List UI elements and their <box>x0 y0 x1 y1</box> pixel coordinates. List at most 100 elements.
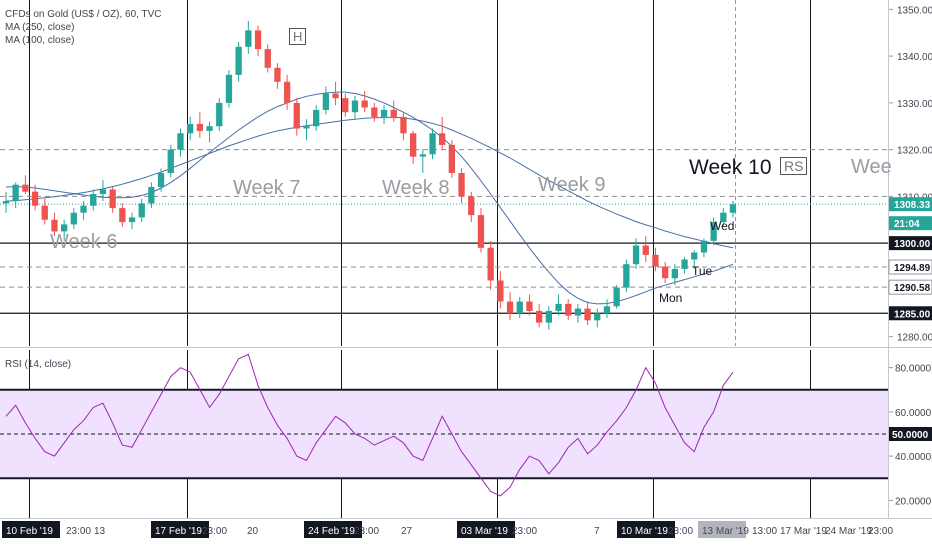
week8-label: Week 8 <box>382 177 450 199</box>
candle-body <box>506 301 514 314</box>
level-129058-tag-bg <box>888 279 932 295</box>
candle-body <box>80 205 87 213</box>
candle-body <box>410 133 417 157</box>
h-marker-box: H <box>289 28 307 45</box>
candle-body <box>536 310 543 323</box>
candle-body <box>313 109 320 127</box>
candle-body <box>303 126 310 129</box>
candle-body <box>468 196 475 216</box>
rsi-level-tag: 50.0000 <box>892 430 929 441</box>
candle-body <box>691 252 698 260</box>
candlesticks <box>2 21 737 330</box>
level-129489-tag: 1294.89 <box>894 263 931 274</box>
candle-body <box>109 189 116 209</box>
candle-body <box>138 203 145 218</box>
candle-body <box>216 102 223 127</box>
candle-body <box>284 81 291 103</box>
time-axis-date-tag-bg <box>617 521 675 538</box>
candle-body <box>2 201 10 204</box>
candle-body <box>31 191 39 206</box>
candle-body <box>700 240 708 253</box>
candle-body <box>119 208 126 223</box>
candle-body <box>419 154 426 157</box>
candle-body <box>662 266 669 279</box>
candle-body <box>613 287 620 307</box>
candle-body <box>128 217 136 223</box>
rsi-pane <box>0 353 888 497</box>
candle-body <box>555 303 562 311</box>
ma100-line <box>5 91 734 305</box>
countdown-tag: 21:04 <box>894 219 920 230</box>
candle-body <box>729 204 737 213</box>
level-1285-tag: 1285.00 <box>894 309 931 320</box>
time-axis-label: 13:00 <box>752 526 777 537</box>
candle-body <box>671 268 678 279</box>
symbol-legend[interactable]: CFDs on Gold (US$ / OZ), 60, TVC <box>5 9 162 20</box>
candle-body <box>458 173 465 197</box>
level-129489-tag-bg <box>888 259 932 275</box>
candle-body <box>584 308 591 321</box>
candle-body <box>148 187 155 204</box>
rsi-level-tag-bg <box>889 427 932 441</box>
candle-body <box>99 189 107 195</box>
week10-label: Week 10 <box>689 156 772 179</box>
rsi-legend[interactable]: RSI (14, close) <box>5 359 72 370</box>
candle-body <box>264 49 271 68</box>
candle-body <box>12 184 19 202</box>
time-axis-label: 13 <box>94 526 106 537</box>
candle-body <box>206 126 213 131</box>
candle-body <box>254 30 262 50</box>
time-axis-label: 03 Mar '19 <box>461 526 508 537</box>
candle-body <box>574 308 582 316</box>
candle-body <box>61 224 68 232</box>
price-axis[interactable]: 1280.001290.001300.001310.001320.001330.… <box>888 5 932 507</box>
candle-body <box>70 212 77 225</box>
time-axis-date-tag-bg <box>698 521 746 538</box>
time-axis-label: 23:00 <box>66 526 91 537</box>
candle-body <box>51 219 58 232</box>
candle-body <box>710 222 717 241</box>
candle-body <box>351 100 359 113</box>
candle-body <box>720 212 727 223</box>
price-axis-label: 1340.00 <box>897 52 932 63</box>
time-axis-label: 20 <box>247 526 259 537</box>
time-axis-date-tag-bg <box>304 521 362 538</box>
candle-body <box>274 67 281 82</box>
rsi-line <box>5 353 734 497</box>
rsi-axis-label: 20.0000 <box>895 496 932 507</box>
time-axis-label: 17 Feb '19 <box>155 526 202 537</box>
time-axis-label: 27 <box>401 526 413 537</box>
candle-body <box>22 184 29 192</box>
time-axis-label: 24 Feb '19 <box>308 526 355 537</box>
week9-label: Week 9 <box>538 174 606 196</box>
candle-body <box>632 245 640 265</box>
time-axis-label: 23:00 <box>202 526 227 537</box>
rs-marker-box: RS <box>780 157 808 175</box>
price-axis-label: 1320.00 <box>897 146 932 157</box>
countdown-tag-bg <box>889 216 932 231</box>
time-axis-label: 23:00 <box>512 526 537 537</box>
time-axis-label: 10 Mar '19 <box>621 526 668 537</box>
time-axis-label: 17 Mar '19 <box>780 526 827 537</box>
candle-body <box>497 280 504 302</box>
time-axis[interactable]: 10 Feb '19 23:00 13 17 Feb '19 23:00 20 24 Feb… <box>2 521 893 538</box>
candle-body <box>487 247 494 281</box>
level-1285-tag-bg <box>889 306 932 321</box>
ma100-legend[interactable]: MA (100, close) <box>5 35 75 46</box>
candle-body <box>448 144 455 173</box>
candle-body <box>245 30 252 47</box>
candle-body <box>90 194 97 206</box>
week6-label: Week 6 <box>50 231 118 253</box>
candle-body <box>322 93 329 110</box>
candle-body <box>235 46 242 75</box>
time-axis-label: 23:00 <box>668 526 693 537</box>
mon-label: Mon <box>659 291 683 305</box>
candle-body <box>225 74 233 103</box>
ma250-legend[interactable]: MA (250, close) <box>5 22 75 33</box>
time-axis-date-tag-bg <box>2 521 60 538</box>
candle-body <box>293 102 300 129</box>
time-axis-label: 23:00 <box>354 526 379 537</box>
time-axis-label: 13 Mar '19 <box>702 526 749 537</box>
candle-body <box>167 149 174 173</box>
